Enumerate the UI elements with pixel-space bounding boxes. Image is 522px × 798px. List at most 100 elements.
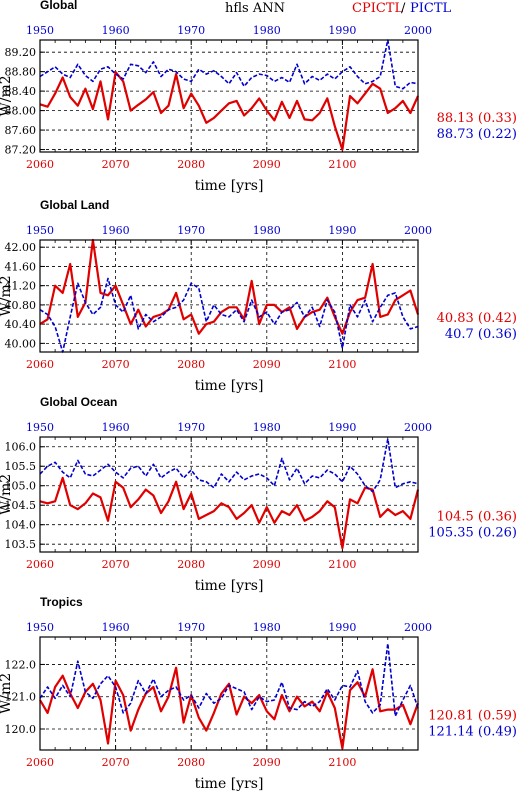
x-tick-label-top: 2000	[404, 621, 432, 634]
x-tick-label-bottom: 2090	[253, 158, 281, 171]
series-line-cpictl	[39, 238, 420, 335]
plot-frame	[39, 436, 419, 553]
x-tick-label-top: 1990	[328, 621, 356, 634]
x-tick-label-top: 1960	[102, 621, 130, 634]
series-line-cpictl	[39, 476, 420, 550]
stat-cpictl: 120.81 (0.59)	[428, 709, 517, 724]
y-axis-label: W/m2	[0, 474, 14, 515]
series-line-pictl	[39, 39, 419, 90]
y-tick-label: 40.80	[5, 299, 37, 312]
x-tick-label-bottom: 2100	[328, 158, 356, 171]
panel-2: Global Land 40.00 40.40 40.80 41.20 41.60 42.0…	[0, 198, 517, 394]
plot-frame	[39, 636, 419, 751]
exp-label: CPICTL	[352, 1, 403, 16]
x-tick-label-top: 1950	[26, 621, 54, 634]
series-line-cpictl	[39, 666, 420, 750]
y-tick-label: 105.0	[5, 480, 37, 493]
x-axis-label: time [yrs]	[195, 178, 264, 194]
panel-1: Global 87.20 87.60 88.00 88.40 88.80 89.20 2060…	[0, 0, 517, 194]
series-line-cpictl	[39, 70, 420, 151]
ctl-label: PICTL	[410, 1, 452, 16]
x-tick-label-bottom: 2080	[177, 756, 205, 769]
panel-4: Tropics 120.0 121.0 122.0 2060 2070 2080 2090 21…	[0, 595, 517, 792]
x-tick-label-bottom: 2060	[26, 358, 54, 371]
series-line-pictl	[39, 438, 419, 493]
x-tick-label-top: 1950	[26, 421, 54, 434]
y-axis-label: W/m2	[0, 275, 14, 316]
x-axis-label: time [yrs]	[195, 378, 264, 394]
panel-title: Tropics	[40, 595, 83, 609]
x-tick-label-top: 1960	[102, 224, 130, 237]
y-tick-label: 40.40	[5, 318, 37, 331]
y-tick-label: 122.0	[5, 658, 37, 671]
x-tick-label-bottom: 2070	[102, 558, 130, 571]
x-tick-label-top: 1960	[102, 24, 130, 37]
stat-cpictl: 40.83 (0.42)	[437, 311, 517, 326]
plot-frame	[39, 239, 419, 353]
y-tick-label: 87.60	[5, 124, 37, 137]
x-tick-label-bottom: 2090	[253, 558, 281, 571]
y-tick-label: 88.80	[5, 66, 37, 79]
x-tick-label-top: 1980	[253, 621, 281, 634]
y-tick-label: 41.60	[5, 260, 37, 273]
x-tick-label-bottom: 2090	[253, 358, 281, 371]
x-tick-label-top: 1970	[177, 621, 205, 634]
x-tick-label-top: 1960	[102, 421, 130, 434]
x-tick-label-top: 1990	[328, 224, 356, 237]
x-tick-label-bottom: 2100	[328, 756, 356, 769]
x-tick-label-top: 1980	[253, 24, 281, 37]
y-axis-label: W/m2	[0, 673, 14, 714]
legend-slash: /	[401, 1, 406, 16]
x-axis-label: time [yrs]	[195, 578, 264, 594]
y-tick-label: 103.5	[5, 538, 37, 551]
y-tick-label: 104.5	[5, 499, 37, 512]
stat-cpictl: 88.13 (0.33)	[437, 111, 517, 126]
x-tick-label-top: 1980	[253, 224, 281, 237]
x-tick-label-bottom: 2080	[177, 558, 205, 571]
x-tick-label-top: 1950	[26, 24, 54, 37]
y-tick-label: 121.0	[5, 691, 37, 704]
y-tick-label: 104.0	[5, 519, 37, 532]
x-tick-label-bottom: 2070	[102, 158, 130, 171]
y-tick-label: 88.40	[5, 85, 37, 98]
plot-frame	[39, 39, 419, 153]
x-tick-label-top: 1980	[253, 421, 281, 434]
x-tick-label-top: 1990	[328, 24, 356, 37]
x-tick-label-top: 1970	[177, 421, 205, 434]
x-tick-label-bottom: 2080	[177, 358, 205, 371]
stat-pictl: 88.73 (0.22)	[437, 127, 517, 142]
x-tick-label-bottom: 2060	[26, 756, 54, 769]
x-tick-label-top: 2000	[404, 24, 432, 37]
panel-title: Global Ocean	[40, 395, 117, 409]
x-axis-label: time [yrs]	[195, 776, 264, 792]
x-tick-label-bottom: 2060	[26, 158, 54, 171]
y-tick-label: 40.00	[5, 337, 37, 350]
y-tick-label: 120.0	[5, 723, 37, 736]
series-line-pictl	[39, 642, 419, 717]
x-tick-label-bottom: 2080	[177, 158, 205, 171]
stat-pictl: 105.35 (0.26)	[428, 526, 517, 541]
y-tick-label: 89.20	[5, 46, 37, 59]
x-tick-label-top: 1970	[177, 224, 205, 237]
y-tick-label: 87.20	[5, 144, 37, 157]
stat-pictl: 121.14 (0.49)	[428, 725, 517, 740]
stat-pictl: 40.7 (0.36)	[445, 327, 517, 342]
y-tick-label: 105.5	[5, 460, 37, 473]
x-tick-label-bottom: 2090	[253, 756, 281, 769]
series-line-pictl	[39, 277, 419, 353]
panel-title: Global	[40, 0, 77, 12]
y-tick-label: 41.20	[5, 280, 37, 293]
x-tick-label-bottom: 2060	[26, 558, 54, 571]
y-axis-label: W/m2	[0, 75, 14, 116]
x-tick-label-top: 2000	[404, 224, 432, 237]
x-tick-label-bottom: 2100	[328, 358, 356, 371]
x-tick-label-top: 1990	[328, 421, 356, 434]
x-tick-label-top: 1970	[177, 24, 205, 37]
y-tick-label: 88.00	[5, 105, 37, 118]
panel-title: Global Land	[40, 198, 109, 212]
variable-label: hfls ANN	[225, 1, 285, 16]
x-tick-label-bottom: 2070	[102, 756, 130, 769]
stat-cpictl: 104.5 (0.36)	[437, 510, 517, 525]
